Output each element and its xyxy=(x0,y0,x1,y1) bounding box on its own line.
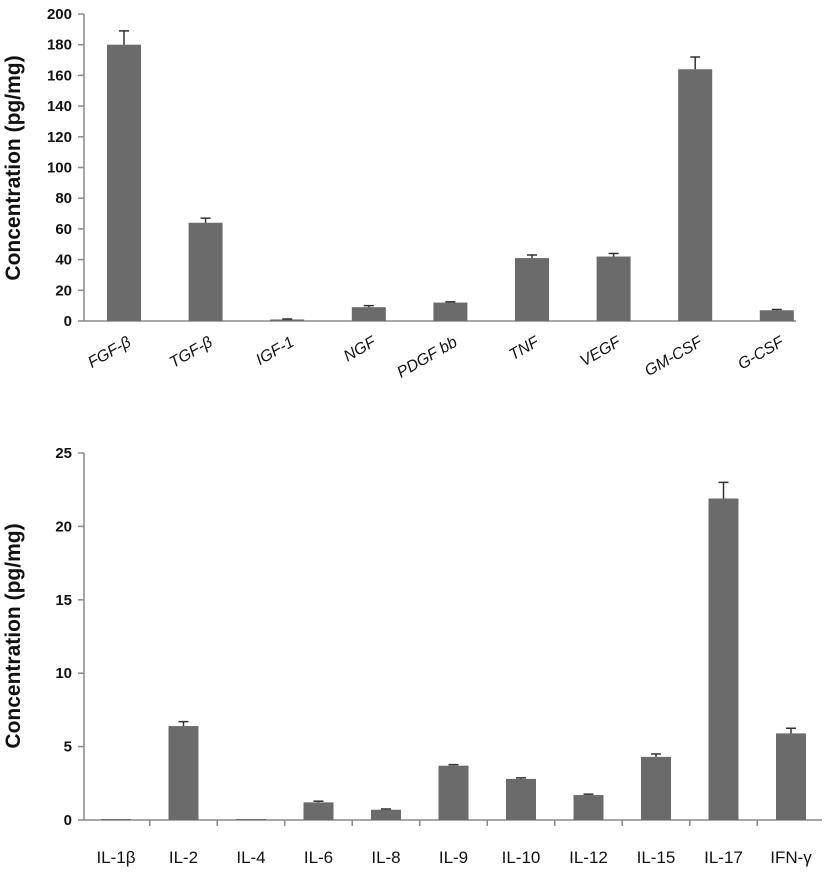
y-tick-label: 10 xyxy=(55,665,72,682)
y-axis-label: Concentration (pg/mg) xyxy=(2,523,25,748)
y-tick-label: 60 xyxy=(55,221,72,238)
bar xyxy=(641,756,671,820)
x-tick-label: IL-12 xyxy=(569,848,608,867)
x-tick-label: PDGF bb xyxy=(394,334,460,382)
y-tick-label: 80 xyxy=(55,190,72,207)
y-tick-label: 20 xyxy=(55,518,72,535)
y-tick-label: 160 xyxy=(47,67,72,84)
y-tick-label: 120 xyxy=(47,129,72,146)
x-tick-label: IL-10 xyxy=(502,848,541,867)
x-tick-label: IL-9 xyxy=(439,848,468,867)
x-tick-label: IL-6 xyxy=(304,848,333,867)
x-tick-label: GM-CSF xyxy=(642,333,706,380)
y-tick-label: 40 xyxy=(55,252,72,269)
y-tick-label: 140 xyxy=(47,98,72,115)
bar xyxy=(168,726,199,820)
bar xyxy=(506,778,536,820)
bar xyxy=(515,258,549,321)
y-axis-label: Concentration (pg/mg) xyxy=(2,55,25,280)
x-tick-label: IL-1β xyxy=(96,848,135,867)
x-tick-label: IL-17 xyxy=(704,848,743,867)
bar xyxy=(759,310,794,321)
x-tick-label: IL-15 xyxy=(637,848,676,867)
bar xyxy=(107,44,141,321)
x-tick-label: NGF xyxy=(341,333,380,365)
x-tick-label: IGF-1 xyxy=(253,334,297,369)
x-tick-label: IFN-γ xyxy=(770,848,812,867)
bar xyxy=(596,256,631,321)
x-tick-label: TNF xyxy=(507,333,543,364)
x-tick-label: TGF-β xyxy=(167,334,216,372)
x-tick-label: G-CSF xyxy=(735,333,788,373)
y-tick-label: 0 xyxy=(64,812,72,829)
bar xyxy=(101,819,131,820)
bar xyxy=(303,802,334,820)
y-tick-label: 100 xyxy=(47,160,72,177)
bar xyxy=(776,733,806,820)
y-tick-label: 0 xyxy=(64,313,72,330)
x-tick-label: FGF-β xyxy=(85,334,134,372)
y-tick-label: 200 xyxy=(47,6,72,23)
y-tick-label: 180 xyxy=(47,37,72,54)
bar xyxy=(708,498,739,820)
bar xyxy=(188,222,223,321)
bar xyxy=(236,819,266,820)
growth-factor-chart: Concentration (pg/mg) 0 20 40 60 80 100 120 140… xyxy=(2,6,796,382)
bar xyxy=(678,69,713,321)
y-tick-label: 25 xyxy=(55,445,72,462)
bar xyxy=(371,809,401,820)
bar xyxy=(270,319,305,321)
y-tick-label: 20 xyxy=(55,282,72,299)
x-tick-label: VEGF xyxy=(577,333,624,370)
y-tick-label: 15 xyxy=(55,592,72,609)
bar xyxy=(351,307,386,321)
x-tick-label: IL-8 xyxy=(371,848,400,867)
x-tick-label: IL-4 xyxy=(236,848,265,867)
bar xyxy=(573,795,604,820)
cytokine-chart: Concentration (pg/mg) 0 5 10 15 20 25 IL-1β IL-… xyxy=(2,445,822,867)
bar xyxy=(433,302,468,321)
bar xyxy=(438,765,469,820)
y-tick-label: 5 xyxy=(64,739,72,756)
x-tick-label: IL-2 xyxy=(169,848,198,867)
